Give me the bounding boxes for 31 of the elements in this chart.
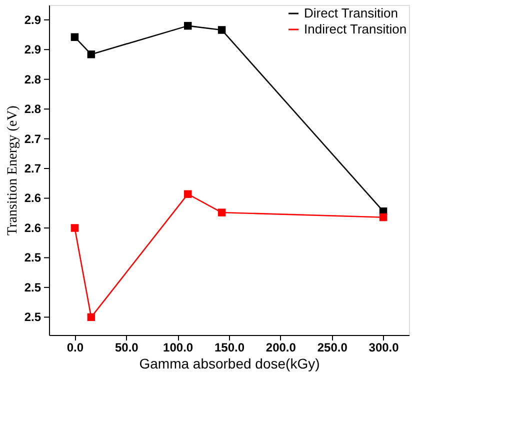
point xyxy=(184,22,192,30)
y-tick-label: 2.5 xyxy=(24,310,42,324)
x-tick-label: 100.0 xyxy=(163,340,194,354)
point xyxy=(379,213,388,222)
point xyxy=(218,208,226,216)
x-tick-label: 300.0 xyxy=(368,340,400,354)
point xyxy=(87,313,96,322)
x-tick-label: 50.0 xyxy=(114,340,139,354)
y-tick-label: 2.8 xyxy=(24,102,42,116)
y-tick-label: 2.7 xyxy=(24,132,42,146)
y-axis-title: Transition Energy (eV) xyxy=(6,105,20,236)
y-tick-label: 2.5 xyxy=(24,250,42,265)
y-tick-label: 2.9 xyxy=(24,12,42,27)
y-tick-label: 2.9 xyxy=(24,42,42,57)
y-tick-label: 2.6 xyxy=(24,220,42,235)
x-tick-label: 0.0 xyxy=(66,340,84,354)
y-tick-label: 2.5 xyxy=(24,280,42,294)
y-tick-label: 2.6 xyxy=(24,191,42,206)
x-tick-label: 250.0 xyxy=(317,340,348,354)
x-tick-label: 200.0 xyxy=(266,340,296,354)
y-tick-label: 2.7 xyxy=(24,162,42,176)
x-tick-label: 150.0 xyxy=(214,340,245,354)
y-tick-label: 2.8 xyxy=(24,72,42,86)
point xyxy=(70,33,79,41)
legend-label: Indirect Transition xyxy=(304,22,407,36)
point xyxy=(70,224,79,232)
point xyxy=(184,190,192,198)
legend-label: Direct Transition xyxy=(304,6,398,20)
x-axis-title: Gamma absorbed dose(kGy) xyxy=(139,356,320,372)
point xyxy=(87,50,96,58)
point xyxy=(218,26,226,34)
